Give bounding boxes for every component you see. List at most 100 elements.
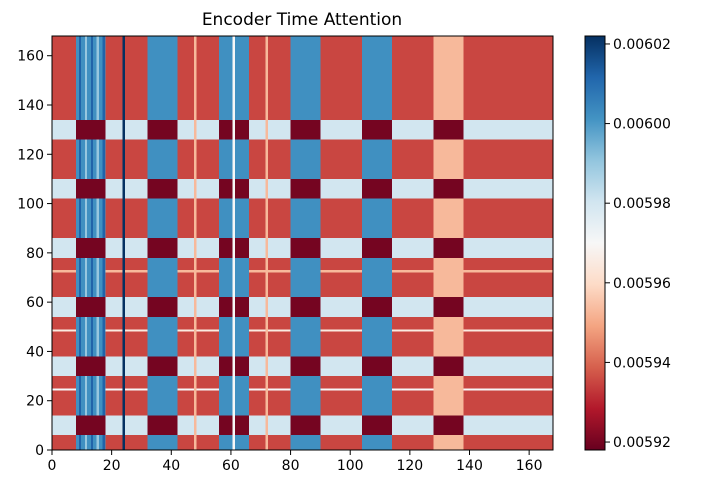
column-stripe [78,257,82,298]
column-stripe [90,257,94,298]
band-intersection [75,297,106,317]
column-band [433,376,464,416]
x-tick-label: 160 [516,458,543,474]
column-stripe [102,139,106,179]
column-stripe [96,198,100,239]
band-intersection [290,119,321,140]
band-intersection [362,297,392,317]
column-stripe [102,257,106,298]
column-stripe [102,435,106,450]
y-tick-label: 120 [17,147,44,163]
column-band [147,139,178,179]
column-stripe [102,198,106,239]
column-stripe [102,376,106,416]
column-band [147,435,178,450]
column-stripe [84,376,88,416]
band-intersection [433,238,464,258]
column-band [290,316,321,357]
column-band [147,376,178,416]
column-stripe [96,316,100,357]
y-tick-label: 100 [17,197,44,213]
x-tick-label: 80 [282,458,300,474]
colorbar [584,35,606,451]
column-stripe [84,36,88,120]
band-intersection [362,119,392,140]
column-stripe [96,376,100,416]
thin-column-line [232,36,236,450]
column-stripe [84,316,88,357]
band-intersection [147,178,178,199]
column-stripe [90,139,94,179]
band-intersection [75,356,106,377]
x-tick-label: 20 [103,458,121,474]
y-tick-label: 60 [26,295,44,311]
column-stripe [78,36,82,120]
column-band [290,198,321,239]
column-stripe [84,435,88,450]
y-tick-label: 0 [35,443,44,459]
x-axis: 0 20 40 60 80 100 120 140 160 [48,450,543,474]
chart-title: Encoder Time Attention [202,10,402,30]
band-intersection [362,178,392,199]
column-stripe [96,139,100,179]
band-intersection [290,297,321,317]
y-tick-label: 80 [26,246,44,262]
column-stripe [90,198,94,239]
colorbar-tick-label: 0.00596 [613,276,671,292]
column-stripe [90,435,94,450]
thin-column-line [193,36,197,450]
y-tick-label: 20 [26,394,44,410]
column-stripe [78,198,82,239]
column-stripe [78,316,82,357]
column-stripe [96,36,100,120]
column-band [433,316,464,357]
column-band [290,376,321,416]
column-band [147,36,178,120]
column-band [433,257,464,298]
column-band [433,36,464,120]
band-intersection [75,119,106,140]
x-tick-label: 40 [162,458,180,474]
band-intersection [290,356,321,377]
column-band [362,139,392,179]
column-band [147,198,178,239]
thin-column-line [265,36,268,450]
band-intersection [290,238,321,258]
x-tick-label: 100 [337,458,364,474]
y-tick-label: 140 [17,98,44,114]
colorbar-tick-label: 0.00602 [613,37,671,53]
column-band [362,376,392,416]
band-intersection [433,415,464,436]
colorbar-tick-label: 0.00598 [613,196,671,212]
column-stripe [96,435,100,450]
colorbar-tick-label: 0.00594 [613,355,671,371]
x-tick-label: 140 [456,458,483,474]
column-stripe [96,257,100,298]
x-tick-label: 120 [396,458,423,474]
band-intersection [362,238,392,258]
band-intersection [147,356,178,377]
y-tick-label: 160 [17,49,44,65]
column-band [147,257,178,298]
column-band [362,257,392,298]
column-stripe [84,139,88,179]
band-intersection [290,415,321,436]
band-intersection [362,356,392,377]
band-intersection [433,356,464,377]
column-band [290,139,321,179]
column-stripe [102,316,106,357]
band-intersection [147,415,178,436]
column-band [147,316,178,357]
column-band [290,36,321,120]
band-intersection [433,297,464,317]
band-intersection [75,178,106,199]
plot-frame [51,35,554,451]
heatmap-cells [52,36,553,450]
column-band [362,316,392,357]
column-band [433,198,464,239]
column-band [290,435,321,450]
column-stripe [90,316,94,357]
band-intersection [75,415,106,436]
column-stripe [78,435,82,450]
